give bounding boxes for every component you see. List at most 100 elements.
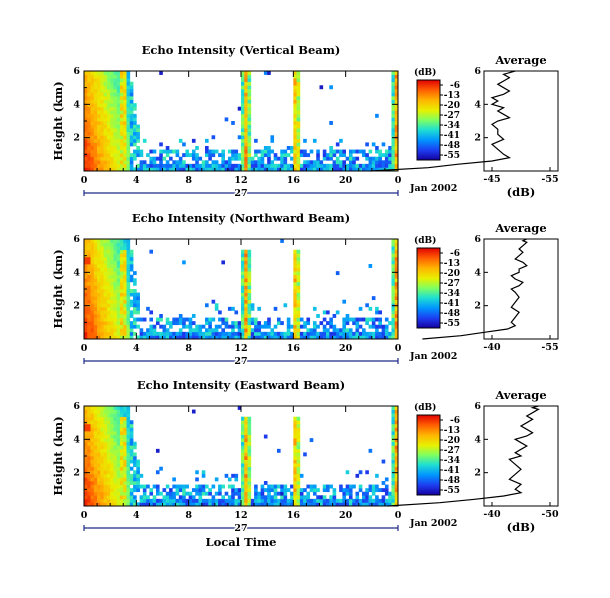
heatmap-cell bbox=[260, 153, 265, 158]
heatmap-cell bbox=[172, 335, 176, 340]
heatmap-cell bbox=[116, 156, 121, 161]
heatmap-cell bbox=[394, 335, 399, 340]
heatmap-cell bbox=[296, 438, 301, 443]
heatmap-cell bbox=[195, 491, 199, 496]
heatmap-cell bbox=[296, 88, 301, 93]
heatmap-cell bbox=[283, 498, 288, 503]
heatmap-cell bbox=[231, 328, 235, 333]
heatmap-cell bbox=[87, 131, 91, 136]
heatmap-cell bbox=[227, 498, 232, 503]
heatmap-cell bbox=[247, 331, 252, 336]
heatmap-cell bbox=[100, 498, 104, 503]
heatmap-cell bbox=[139, 153, 144, 158]
heatmap-cell bbox=[119, 317, 124, 322]
heatmap-cell bbox=[316, 331, 320, 336]
heatmap-cell bbox=[241, 249, 245, 254]
heatmap-cell bbox=[391, 441, 396, 446]
heatmap-cell bbox=[293, 463, 297, 468]
heatmap-cell bbox=[293, 296, 297, 301]
heatmap-cell bbox=[241, 110, 245, 115]
heatmap-cell bbox=[106, 431, 111, 435]
chart-title: Echo Intensity (Northward Beam) bbox=[132, 211, 350, 225]
heatmap-cell bbox=[110, 324, 114, 329]
heatmap-cell bbox=[296, 431, 301, 435]
heatmap-cell bbox=[335, 163, 340, 168]
heatmap-cell bbox=[316, 167, 320, 172]
heatmap-cell bbox=[87, 324, 91, 329]
heatmap-cell bbox=[172, 321, 176, 326]
heatmap-cell bbox=[391, 153, 396, 158]
panel-3: Echo Intensity (Eastward Beam)0 4 8 12 16 20 0… bbox=[51, 378, 559, 549]
heatmap-cell bbox=[126, 292, 131, 297]
heatmap-cell bbox=[244, 459, 248, 464]
heatmap-cell bbox=[214, 335, 219, 340]
heatmap-cell bbox=[110, 160, 114, 165]
heatmap-cell bbox=[136, 163, 140, 168]
heatmap-cell bbox=[175, 498, 180, 503]
heatmap-cell bbox=[110, 81, 114, 86]
heatmap-cell bbox=[110, 285, 114, 290]
heatmap-cell bbox=[106, 142, 111, 147]
heatmap-cell bbox=[129, 99, 134, 104]
heatmap-cell bbox=[100, 285, 104, 290]
heatmap-cell bbox=[165, 498, 170, 503]
heatmap-cell bbox=[299, 473, 304, 478]
heatmap-cell bbox=[237, 167, 242, 172]
heatmap-cell bbox=[126, 459, 131, 464]
heatmap-cell bbox=[93, 138, 98, 143]
heatmap-cell bbox=[116, 416, 121, 421]
heatmap-cell bbox=[391, 156, 396, 161]
heatmap-cell bbox=[126, 253, 131, 258]
heatmap-cell bbox=[110, 502, 114, 507]
heatmap-cell bbox=[247, 470, 252, 475]
heatmap-cell bbox=[391, 431, 396, 435]
heatmap-cell bbox=[100, 121, 104, 125]
heatmap-cell bbox=[97, 81, 101, 86]
heatmap-cell bbox=[129, 292, 134, 297]
heatmap-cell bbox=[368, 160, 373, 165]
heatmap-cell bbox=[384, 335, 389, 340]
heatmap-cell bbox=[146, 328, 150, 333]
heatmap-cell bbox=[165, 335, 170, 340]
heatmap-cell bbox=[123, 153, 127, 158]
heatmap-cell bbox=[188, 167, 193, 172]
heatmap-cell bbox=[110, 256, 114, 261]
heatmap-cell bbox=[103, 103, 108, 108]
heatmap-cell bbox=[332, 498, 337, 503]
heatmap-cell bbox=[116, 74, 121, 79]
heatmap-cell bbox=[267, 146, 271, 150]
heatmap-cell bbox=[394, 278, 399, 283]
heatmap-cell bbox=[208, 328, 212, 333]
heatmap-cell bbox=[391, 459, 396, 464]
heatmap-cell bbox=[133, 477, 137, 482]
heatmap-cell bbox=[90, 71, 95, 75]
heatmap-cell bbox=[368, 498, 373, 503]
heatmap-cell bbox=[100, 117, 104, 122]
heatmap-cell bbox=[100, 167, 104, 172]
heatmap-cell bbox=[375, 328, 379, 333]
heatmap-cell bbox=[97, 459, 101, 464]
heatmap-cell bbox=[322, 502, 327, 507]
heatmap-cell bbox=[175, 163, 180, 168]
heatmap-cell bbox=[106, 463, 111, 468]
heatmap-cell bbox=[247, 491, 252, 496]
heatmap-cell bbox=[97, 331, 101, 336]
heatmap-cell bbox=[87, 167, 91, 172]
heatmap-cell bbox=[123, 113, 127, 118]
heatmap-cell bbox=[113, 264, 118, 268]
heatmap-cell bbox=[126, 103, 131, 108]
heatmap-cell bbox=[247, 253, 252, 258]
heatmap-cell bbox=[159, 335, 163, 340]
heatmap-cell bbox=[293, 96, 297, 100]
heatmap-cell bbox=[231, 153, 235, 158]
heatmap-cell bbox=[358, 488, 363, 493]
heatmap-cell bbox=[110, 149, 114, 154]
heatmap-cell bbox=[139, 317, 144, 322]
heatmap-cell bbox=[178, 488, 183, 493]
heatmap-cell bbox=[110, 416, 114, 421]
heatmap-cell bbox=[100, 239, 104, 243]
x-tick-label: 4 bbox=[133, 175, 140, 186]
heatmap-cell bbox=[257, 163, 261, 168]
heatmap-cell bbox=[241, 491, 245, 496]
heatmap-cell bbox=[97, 88, 101, 93]
